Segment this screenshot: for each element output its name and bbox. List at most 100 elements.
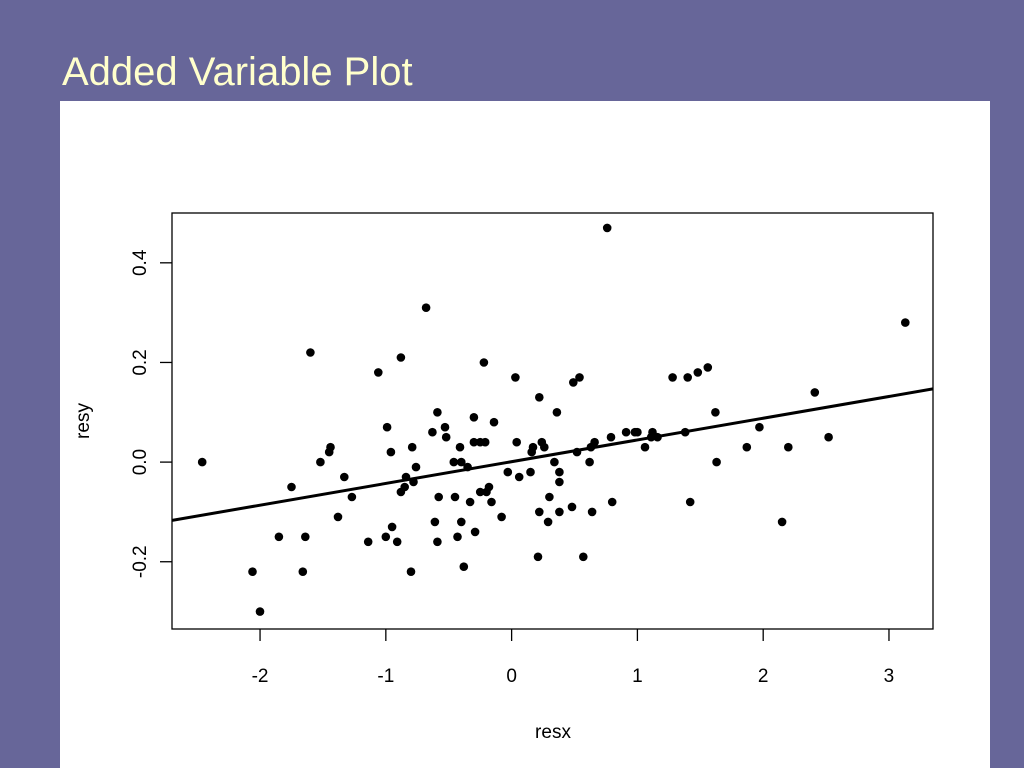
x-tick-label: 2 <box>758 666 769 687</box>
slide-title: Added Variable Plot <box>62 50 413 94</box>
y-axis: -0.2 0.0 0.2 0.4 <box>130 249 172 578</box>
data-point <box>540 442 549 452</box>
data-point <box>784 442 793 452</box>
x-tick-label: -2 <box>252 666 269 687</box>
x-tick-label: -1 <box>377 666 394 687</box>
data-point <box>480 437 490 447</box>
data-point <box>633 427 642 437</box>
data-point <box>693 368 703 377</box>
data-point <box>545 492 554 502</box>
data-point <box>197 457 207 467</box>
data-point <box>489 417 499 427</box>
data-point <box>430 517 440 527</box>
data-point <box>777 517 787 527</box>
data-point <box>469 413 479 422</box>
data-point <box>411 462 421 472</box>
data-point <box>511 373 520 382</box>
data-point <box>621 427 631 437</box>
data-point <box>602 223 612 233</box>
data-point <box>457 517 466 527</box>
data-point <box>742 442 752 452</box>
data-point <box>712 457 721 467</box>
data-point <box>470 527 480 537</box>
x-tick-label: 3 <box>884 666 895 687</box>
data-point <box>512 437 521 447</box>
data-point <box>421 303 431 312</box>
data-point <box>347 492 357 502</box>
data-point <box>552 408 562 417</box>
data-point <box>382 422 392 432</box>
data-point <box>255 607 265 616</box>
data-point <box>440 422 450 432</box>
data-point <box>711 408 720 417</box>
x-axis-label: resx <box>535 722 571 743</box>
data-point <box>535 393 544 402</box>
data-point <box>333 512 343 522</box>
data-point <box>555 467 564 477</box>
data-point <box>306 348 315 357</box>
data-point <box>668 373 677 382</box>
data-point <box>455 442 465 452</box>
data-point <box>484 482 494 492</box>
data-point <box>607 497 617 507</box>
data-point <box>316 457 325 467</box>
data-point <box>579 552 588 562</box>
data-point <box>703 363 713 372</box>
data-point <box>587 507 597 517</box>
data-point <box>640 442 650 452</box>
data-point <box>475 487 485 497</box>
y-axis-label: resy <box>73 403 94 439</box>
data-point <box>386 447 396 457</box>
data-point <box>400 482 410 492</box>
data-point <box>298 567 308 576</box>
data-point <box>528 442 538 452</box>
data-point <box>503 467 513 477</box>
y-tick-label: 0.4 <box>130 249 151 276</box>
data-point <box>526 467 535 477</box>
data-point <box>396 353 406 362</box>
scatter-chart: -2 -1 0 1 2 3 -0.2 0.0 0.2 0.4 resx resy <box>73 212 934 743</box>
data-point <box>606 432 616 442</box>
data-point <box>287 482 296 492</box>
data-point <box>479 358 489 367</box>
data-point <box>457 457 466 467</box>
data-point <box>533 552 543 562</box>
data-point <box>274 532 284 542</box>
data-point <box>428 427 437 437</box>
data-point <box>487 497 496 507</box>
data-point <box>590 437 599 447</box>
data-point <box>441 432 451 442</box>
data-point <box>248 567 257 576</box>
data-point <box>301 532 310 542</box>
data-point <box>449 457 459 467</box>
x-tick-label: 1 <box>632 666 643 687</box>
data-point <box>392 537 402 547</box>
data-point <box>469 437 479 447</box>
data-point <box>433 408 442 417</box>
data-point <box>407 442 417 452</box>
data-point <box>567 502 577 512</box>
data-point <box>433 537 442 547</box>
data-point <box>810 388 820 397</box>
data-point <box>340 472 349 482</box>
data-point <box>374 368 383 377</box>
x-axis: -2 -1 0 1 2 3 <box>252 629 895 687</box>
data-point <box>381 532 391 542</box>
data-point <box>387 522 397 532</box>
data-point <box>585 457 594 467</box>
data-point <box>363 537 373 547</box>
data-point <box>453 532 462 542</box>
data-point <box>550 457 559 467</box>
plot-frame <box>171 212 934 630</box>
data-point <box>901 318 910 327</box>
regression-line <box>172 387 933 522</box>
data-point <box>465 497 475 507</box>
points-layer <box>197 223 910 616</box>
data-point <box>459 562 469 571</box>
data-point <box>685 497 695 507</box>
data-point <box>497 512 506 522</box>
data-point <box>543 517 553 527</box>
data-point <box>535 507 544 517</box>
plot-panel: -2 -1 0 1 2 3 -0.2 0.0 0.2 0.4 resx resy <box>60 101 990 768</box>
data-point <box>824 432 833 442</box>
